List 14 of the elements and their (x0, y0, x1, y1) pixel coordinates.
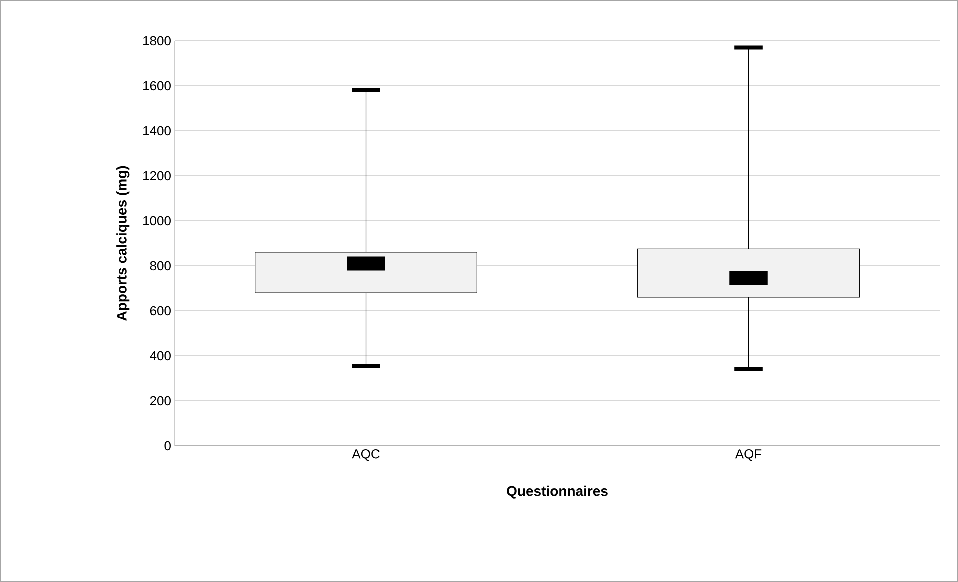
y-tick-label: 200 (150, 396, 171, 406)
y-tick-label: 600 (150, 306, 171, 316)
y-tick-label: 0 (164, 441, 171, 451)
x-tick-label: AQF (735, 450, 762, 462)
y-axis-title: Apports calciques (mg) (116, 166, 130, 321)
y-tick-label: 1400 (144, 126, 171, 136)
x-axis-title: Questionnaires (507, 486, 608, 499)
y-tick-label: 1800 (144, 36, 171, 46)
y-tick-label: 800 (150, 261, 171, 271)
x-tick-label: AQC (352, 450, 380, 462)
y-tick-label: 400 (150, 351, 171, 361)
y-tick-label: 1000 (144, 216, 171, 226)
y-tick-label: 1200 (144, 171, 171, 181)
y-tick-label: 1600 (144, 81, 171, 91)
